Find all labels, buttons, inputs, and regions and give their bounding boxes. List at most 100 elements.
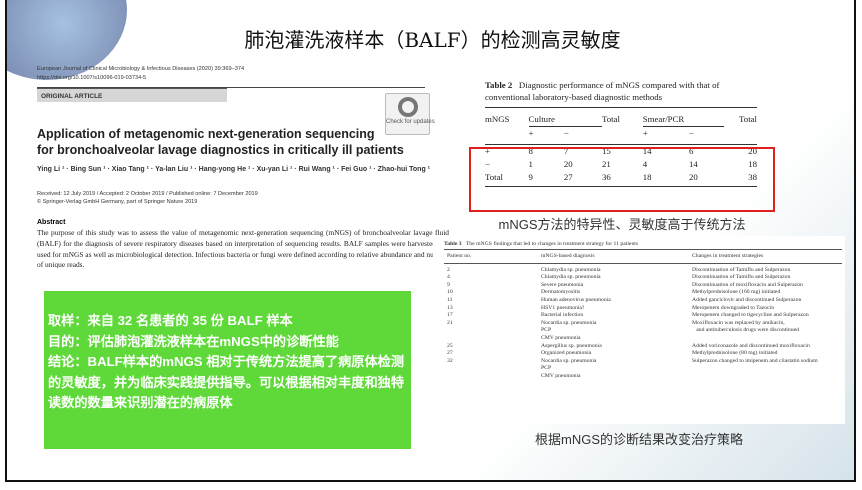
table-cell: Nocardia sp. pneumonia — [541, 319, 597, 326]
caption-text: The mNGS findings that led to changes in… — [465, 241, 639, 247]
table-row: CMV pneumonia — [444, 335, 842, 343]
table-cell: Dermatomyositis — [541, 289, 581, 296]
table-cell: Discontinuation of Tamiflu and Sulperazo… — [692, 266, 791, 273]
table-row: 13 HSV1 pneumonia? Meropenem downgraded to… — [444, 305, 842, 313]
table-row: +8 7 15 14 6 20 — [485, 144, 757, 157]
caption-text: Diagnostic performance of mNGS compared … — [485, 80, 720, 102]
abstract-heading: Abstract — [37, 219, 66, 226]
table-cell: 27 — [447, 350, 453, 357]
table-header: mNGS Culture Total Smear/PCR Total — [485, 112, 757, 127]
table-3-note: 根据mNGS的诊断结果改变治疗策略 — [534, 432, 743, 447]
table-cell: 4 — [447, 274, 450, 281]
abstract-text: The purpose of this study was to assess … — [37, 228, 449, 268]
table-subheader: + − + − — [485, 126, 757, 140]
title-line: Application of metagenomic next-generati… — [37, 127, 375, 141]
slide-title: 肺泡灌洗液样本（BALF）的检测高灵敏度 — [244, 28, 621, 52]
table-cell: Added voriconazole and discontinued moxi… — [692, 342, 810, 349]
table-cell: Discontinuation of moxifloxacin and Sulp… — [692, 281, 803, 288]
authors: Ying Li ¹ · Bing Sun ¹ · Xiao Tang ¹ · Y… — [37, 166, 430, 173]
table-cell: 7 — [563, 145, 569, 156]
header-cell: mNGS-based diagnosis — [541, 253, 595, 259]
table-cell: PCP — [541, 365, 552, 372]
table-3-caption: Table 3 The mNGS findings that led to ch… — [444, 241, 842, 247]
copyright: © Springer-Verlag GmbH Germany, part of … — [37, 199, 198, 205]
table-cell: CMV pneumonia — [541, 372, 581, 379]
table-cell: 20 — [688, 171, 698, 182]
table-cell: Added ganciclovir and discontinued Sulpe… — [692, 296, 802, 303]
table-cell: 2 — [447, 266, 450, 273]
table-cell: − — [688, 128, 694, 139]
table-cell: 4 — [642, 158, 648, 169]
table-cell: Smear/PCR — [642, 112, 689, 127]
table-cell: 14 — [688, 158, 698, 169]
table-cell: + — [528, 128, 534, 139]
table-2-note: mNGS方法的特异性、灵敏度高于传统方法 — [498, 217, 746, 232]
summary-box: 取样：来自 32 名患者的 35 份 BALF 样本 目的：评估肺泡灌洗液样本在… — [44, 291, 411, 449]
table-cell: 9 — [447, 281, 450, 288]
table-cell: Total — [601, 114, 620, 124]
table-cell: Total — [739, 114, 757, 124]
table-cell: + — [485, 145, 490, 156]
table-cell: Organized pneumonia — [541, 350, 592, 357]
table-row: 2 Chlamydia sp. pneumonia Discontinuation … — [444, 267, 842, 275]
table-cell: 18 — [642, 171, 652, 182]
table-cell: Chlamydia sp. pneumonia — [541, 266, 601, 273]
slide: 肺泡灌洗液样本（BALF）的检测高灵敏度 European Journal of… — [5, 0, 856, 482]
table-cell: Chlamydia sp. pneumonia — [541, 274, 601, 281]
table-cell: HSV1 pneumonia? — [541, 304, 585, 311]
dates: Received: 12 July 2019 / Accepted: 2 Oct… — [37, 191, 258, 197]
table-cell — [724, 126, 757, 140]
caption-label: Table 2 — [485, 80, 513, 90]
table-cell: Severe pneumonia — [541, 281, 584, 288]
table-cell: 36 — [601, 171, 611, 182]
table-3: Table 3 The mNGS findings that led to ch… — [444, 241, 842, 381]
table-cell: 6 — [688, 145, 694, 156]
table-cell: Meropenem downgraded to Tazocin — [692, 304, 775, 311]
table-cell: − — [485, 158, 490, 169]
check-updates-badge: Check for updates — [385, 93, 435, 135]
table-cell: Discontinuation of Tamiflu and Sulperazo… — [692, 274, 791, 281]
doi-line: https://doi.org/10.1007/s10096-019-03734… — [37, 75, 147, 81]
table-cell: Total — [485, 171, 503, 182]
table-cell: 25 — [447, 342, 453, 349]
table-row: 11 Human adenovirus pneumonia Added gancic… — [444, 297, 842, 305]
table-cell: mNGS — [485, 114, 510, 124]
table-cell: Meropenem changed to tigecycline and Sul… — [692, 312, 809, 319]
summary-conclusion: 结论：BALF样本的mNGS 相对于传统方法提高了病原体检测的灵敏度，并为临床实… — [48, 354, 405, 410]
table-cell: 1 — [528, 158, 533, 169]
table-cell — [485, 126, 529, 140]
table-cell: 21 — [601, 158, 611, 169]
table-cell: 15 — [601, 145, 611, 156]
table-row: PCP — [444, 365, 842, 373]
table-cell: 14 — [642, 145, 652, 156]
summary-sampling: 取样：来自 32 名患者的 35 份 BALF 样本 — [48, 313, 293, 328]
table-cell: 18 — [748, 158, 757, 169]
check-updates-label: Check for updates — [386, 119, 435, 125]
caption-label: Table 3 — [444, 241, 462, 247]
table-2-caption: Table 2 Diagnostic performance of mNGS c… — [485, 79, 757, 103]
highlight-box — [469, 147, 775, 212]
table-cell: PCP — [541, 327, 552, 334]
table-cell: Bacterial infection — [541, 312, 584, 319]
table-cell — [602, 126, 643, 140]
table-cell — [563, 112, 602, 127]
table-cell: 38 — [748, 171, 757, 182]
table-cell: and antituberculosis drugs were disconti… — [692, 327, 799, 334]
table-cell: Nocardia sp. pneumonia — [541, 357, 597, 364]
summary-purpose: 目的：评估肺泡灌洗液样本在mNGS中的诊断性能 — [48, 333, 339, 349]
table-cell: 11 — [447, 296, 453, 303]
table-row: 32 Nocardia sp. pneumonia Sulperazon chang… — [444, 358, 842, 366]
table-row: 17 Bacterial infection Meropenem changed t… — [444, 312, 842, 320]
table-cell: 10 — [447, 289, 453, 296]
table-header: Patient no. mNGS-based diagnosis Changes… — [444, 253, 842, 261]
table-cell — [688, 112, 725, 127]
header-cell: Changes in treatment strategies — [692, 253, 764, 259]
table-row: 27 Organized pneumonia Methylprednisolone … — [444, 350, 842, 358]
table-2: Table 2 Diagnostic performance of mNGS c… — [485, 79, 757, 187]
table-cell: Methylprednisolone (80 mg) initiated — [692, 350, 778, 357]
table-cell: Aspergillus sp. pneumonia — [541, 342, 602, 349]
table-3-panel — [433, 236, 845, 424]
table-cell: 13 — [447, 304, 453, 311]
section-label: ORIGINAL ARTICLE — [37, 88, 227, 102]
table-cell: 32 — [447, 357, 453, 364]
